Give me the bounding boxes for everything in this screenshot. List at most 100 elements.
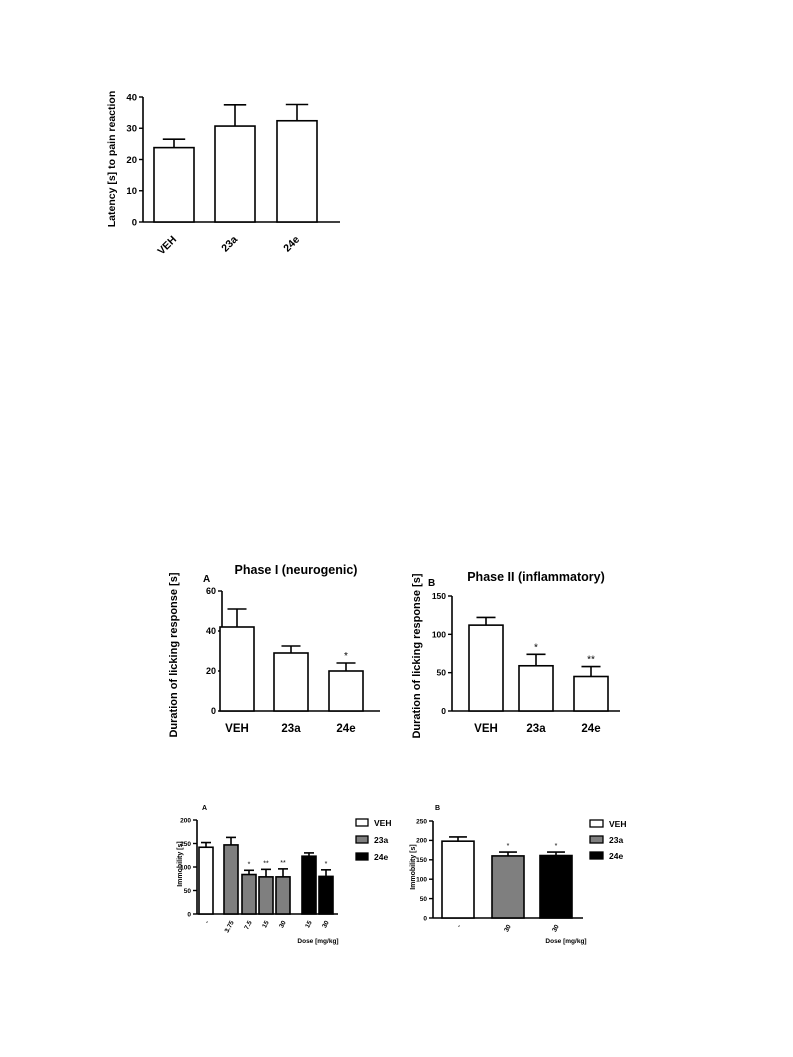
chart-latency: 0 10 20 30 40 Latency [s] to pain reaction VEH… bbox=[106, 91, 340, 258]
x-tick-label: 23a bbox=[219, 234, 240, 255]
panel-label: A bbox=[203, 574, 210, 585]
bar bbox=[276, 119, 318, 223]
x-tick-label: 23a bbox=[526, 723, 546, 735]
significance-mark: * bbox=[507, 843, 510, 850]
y-tick-label: 200 bbox=[180, 817, 191, 824]
significance-mark: ** bbox=[587, 655, 595, 666]
x-axis-label: Dose [mg/kg] bbox=[545, 938, 586, 945]
y-tick-label: 0 bbox=[187, 911, 191, 918]
significance-mark: * bbox=[248, 861, 251, 868]
x-tick-label: 24e bbox=[581, 723, 600, 735]
y-tick-label: 0 bbox=[132, 217, 137, 228]
legend-label: VEH bbox=[374, 818, 391, 828]
bar bbox=[573, 675, 609, 712]
panel-label: B bbox=[428, 578, 435, 589]
y-tick-label: 60 bbox=[206, 586, 216, 596]
legend-swatch bbox=[589, 819, 604, 828]
x-tick-label: 30 bbox=[321, 919, 331, 929]
y-axis-label: Duration of licking response [s] bbox=[411, 573, 423, 738]
x-tick-label: 24e bbox=[281, 234, 302, 255]
x-tick-label: - bbox=[204, 920, 211, 925]
panel-label: B bbox=[435, 805, 440, 812]
bar bbox=[301, 855, 317, 915]
y-tick-label: 20 bbox=[206, 666, 216, 676]
y-tick-label: 10 bbox=[126, 186, 137, 197]
legend-label: 24e bbox=[609, 851, 623, 861]
legend-swatch bbox=[355, 835, 369, 844]
x-tick-label: VEH bbox=[155, 234, 179, 258]
y-tick-label: 0 bbox=[423, 915, 427, 922]
x-tick-label: - bbox=[456, 924, 463, 929]
legend-label: 23a bbox=[374, 835, 388, 845]
bar bbox=[491, 855, 525, 919]
bar bbox=[273, 652, 309, 712]
chart-title: Phase II (inflammatory) bbox=[467, 570, 605, 584]
legend-label: 24e bbox=[374, 852, 388, 862]
y-tick-label: 0 bbox=[211, 706, 216, 716]
legend-label: VEH bbox=[609, 819, 626, 829]
y-tick-label: 150 bbox=[432, 591, 446, 601]
y-tick-label: 100 bbox=[180, 864, 191, 871]
y-tick-label: 250 bbox=[416, 818, 427, 825]
bar bbox=[198, 846, 214, 915]
x-tick-label: 30 bbox=[551, 923, 561, 933]
legend-label: 23a bbox=[609, 835, 623, 845]
panel-label: A bbox=[202, 805, 207, 812]
x-tick-label: 30 bbox=[278, 919, 288, 929]
significance-mark: * bbox=[534, 642, 538, 653]
bar bbox=[258, 876, 274, 915]
legend-swatch bbox=[355, 852, 369, 861]
significance-mark: ** bbox=[280, 860, 286, 867]
bar bbox=[328, 670, 364, 712]
y-tick-label: 30 bbox=[126, 124, 137, 135]
x-tick-label: 23a bbox=[281, 723, 301, 735]
x-axis-label: Dose [mg/kg] bbox=[297, 938, 338, 945]
chart-phase1: Phase I (neurogenic) A 0 20 40 60 Duration of … bbox=[168, 563, 380, 738]
y-tick-label: 40 bbox=[126, 92, 137, 103]
legend-swatch bbox=[355, 818, 369, 827]
legend-swatch bbox=[589, 835, 604, 844]
x-tick-label: VEH bbox=[474, 723, 498, 735]
y-tick-label: 50 bbox=[437, 668, 447, 678]
y-tick-label: 20 bbox=[126, 155, 137, 166]
y-tick-label: 100 bbox=[416, 876, 427, 883]
x-tick-label: 24e bbox=[336, 723, 355, 735]
y-tick-label: 40 bbox=[206, 626, 216, 636]
chart-immob_a: A 0 50 100 150 200 Immobility [s] - 3.75 * 7.5 ** 15… bbox=[177, 805, 391, 945]
x-tick-label: 15 bbox=[261, 919, 271, 929]
y-tick-label: 200 bbox=[416, 838, 427, 845]
bar bbox=[153, 146, 195, 223]
bar bbox=[219, 626, 255, 712]
y-tick-label: 150 bbox=[180, 841, 191, 848]
x-tick-label: 3.75 bbox=[224, 919, 236, 934]
x-tick-label: 15 bbox=[304, 919, 314, 929]
x-tick-label: 30 bbox=[503, 923, 513, 933]
y-axis-label: Immobility [s] bbox=[410, 844, 417, 890]
significance-mark: * bbox=[344, 651, 348, 662]
y-tick-label: 50 bbox=[184, 888, 192, 895]
y-tick-label: 50 bbox=[420, 896, 428, 903]
x-tick-label: 7.5 bbox=[243, 919, 254, 931]
bar bbox=[223, 844, 239, 915]
significance-mark: * bbox=[325, 861, 328, 868]
x-tick-label: VEH bbox=[225, 723, 249, 735]
significance-mark: * bbox=[555, 843, 558, 850]
bar bbox=[275, 876, 291, 915]
significance-mark: ** bbox=[263, 860, 269, 867]
bar bbox=[518, 664, 554, 712]
bar bbox=[214, 125, 256, 223]
chart-title: Phase I (neurogenic) bbox=[235, 563, 358, 577]
chart-phase2: Phase II (inflammatory) B 0 50 100 150 Duratio… bbox=[411, 570, 620, 739]
y-axis-label: Latency [s] to pain reaction bbox=[106, 91, 118, 228]
y-tick-label: 100 bbox=[432, 629, 446, 639]
y-tick-label: 150 bbox=[416, 857, 427, 864]
y-tick-label: 0 bbox=[441, 706, 446, 716]
bar bbox=[441, 840, 475, 919]
bar bbox=[539, 854, 573, 919]
chart-immob_b: B 0 50 100 150 200 250 Immobility [s] - * 30 * 30 Dos… bbox=[410, 805, 626, 945]
y-axis-label: Duration of licking response [s] bbox=[168, 572, 180, 737]
bar bbox=[318, 875, 334, 915]
y-axis-label: Immobility [s] bbox=[177, 841, 184, 887]
bar bbox=[468, 624, 504, 712]
